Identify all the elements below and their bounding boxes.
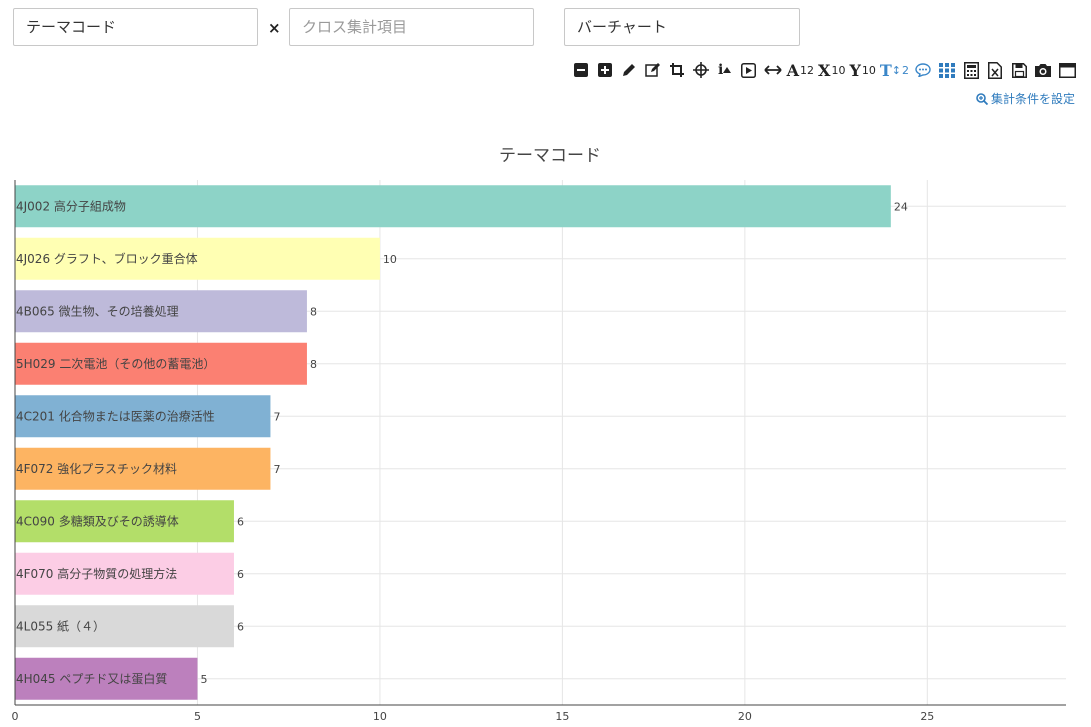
value-label: 8 — [310, 358, 317, 371]
x-tick-label: 0 — [12, 710, 19, 723]
x-tick-label: 20 — [738, 710, 752, 723]
value-label: 24 — [894, 200, 908, 213]
category-label: 4H045 ペプチド又は蛋白質 — [16, 671, 167, 686]
value-label: 6 — [237, 568, 244, 581]
value-label: 7 — [273, 410, 280, 423]
x-tick-label: 5 — [194, 710, 201, 723]
value-label: 7 — [273, 463, 280, 476]
value-label: 5 — [200, 673, 207, 686]
value-label: 6 — [237, 515, 244, 528]
value-label: 10 — [383, 253, 397, 266]
value-label: 6 — [237, 620, 244, 633]
category-label: 4C201 化合物または医薬の治療活性 — [16, 408, 215, 423]
category-label: 4F070 高分子物質の処理方法 — [16, 566, 177, 581]
x-tick-label: 10 — [373, 710, 387, 723]
category-label: 5H029 二次電池（その他の蓄電池） — [16, 357, 215, 371]
value-label: 8 — [310, 305, 317, 318]
category-label: 4J002 高分子組成物 — [16, 198, 126, 213]
category-label: 4L055 紙（４） — [16, 618, 105, 633]
bar[interactable] — [15, 185, 891, 227]
category-label: 4C090 多糖類及びその誘導体 — [16, 513, 179, 528]
category-label: 4B065 微生物、その培養処理 — [16, 303, 179, 318]
category-label: 4F072 強化プラスチック材料 — [16, 462, 177, 476]
chart-title: テーマコード — [499, 146, 601, 166]
x-tick-label: 15 — [555, 710, 569, 723]
x-tick-label: 25 — [920, 710, 934, 723]
category-label: 4J026 グラフト、ブロック重合体 — [16, 251, 198, 266]
